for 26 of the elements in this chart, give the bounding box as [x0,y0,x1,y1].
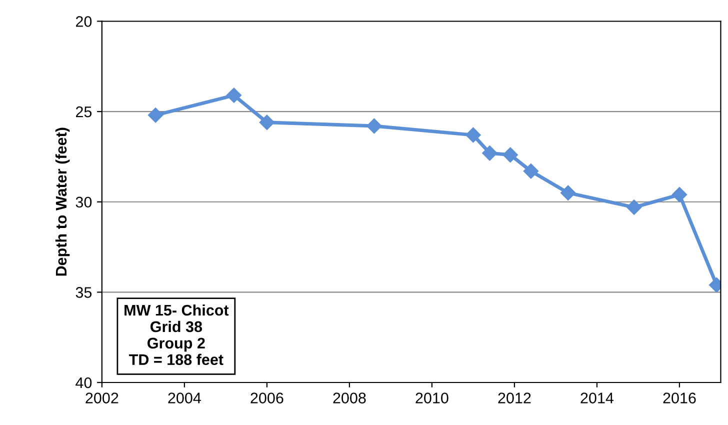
annotation: MW 15- Chicot Grid 38 Group 2 TD = 188 feet [124,304,229,366]
x-tick-label: 2010 [416,392,448,404]
point [523,164,539,179]
y-axis-title: Depth to Water (feet) [55,128,70,276]
point [226,88,242,103]
point [482,146,498,161]
x-tick-label: 2014 [580,392,614,404]
point [148,108,164,123]
point [466,127,481,143]
y-tick-label: 35 [76,287,92,298]
point [626,200,642,215]
y-tick-label: 25 [76,106,92,118]
y-tick-label: 30 [76,196,92,208]
x-tick-label: 2016 [663,392,696,404]
point [259,114,275,130]
x-tick-label: 2012 [498,392,531,404]
point [502,147,518,162]
point [560,185,576,200]
y-tick-label: 20 [76,16,92,27]
point [672,187,688,202]
y-tick-label: 40 [76,377,92,388]
x-tick-label: 2008 [333,392,366,404]
x-tick-label: 2002 [86,392,118,404]
x-tick-label: 2004 [168,392,201,404]
point [366,118,382,134]
x-tick-label: 2006 [250,392,284,404]
